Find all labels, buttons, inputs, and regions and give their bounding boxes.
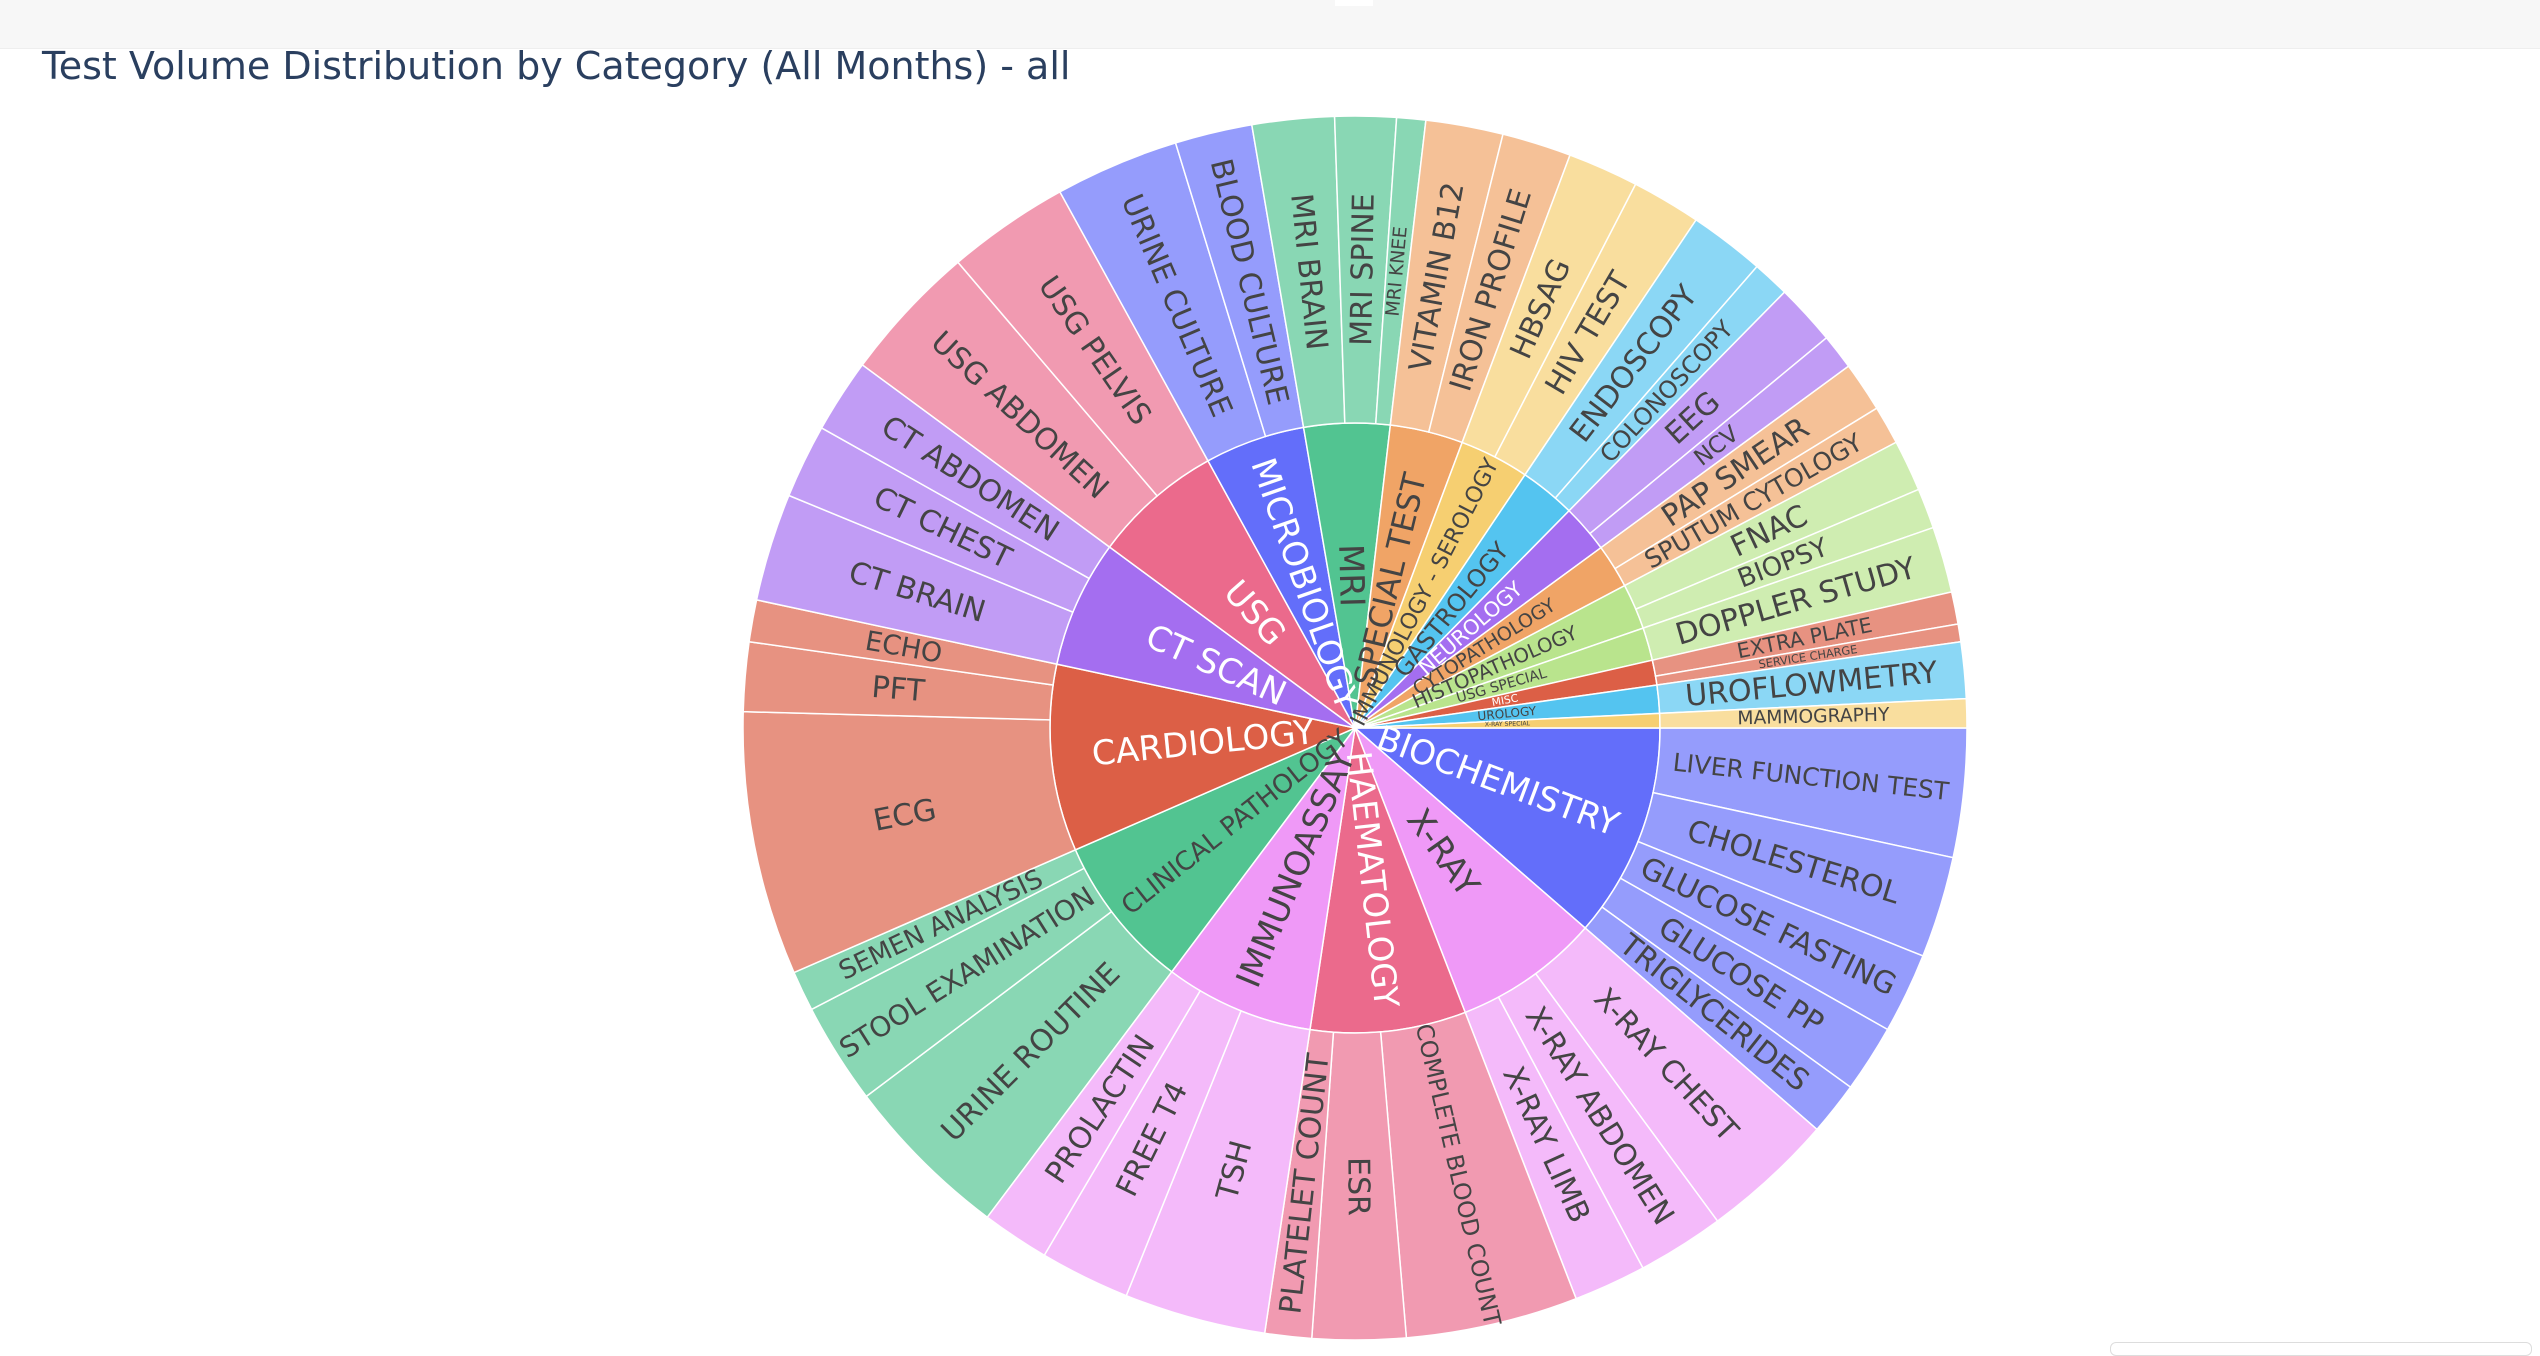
toolbar-handle	[1335, 0, 1373, 6]
test-slice-mammography[interactable]	[1658, 697, 1968, 729]
category-label-mri: MRI	[1330, 544, 1372, 608]
chart-title: Test Volume Distribution by Category (Al…	[42, 44, 1071, 88]
category-label-misc: MISC	[1491, 691, 1520, 709]
test-label-mri-spine: MRI SPINE	[1344, 193, 1382, 346]
test-label-pft: PFT	[870, 670, 927, 709]
test-label-mammography: MAMMOGRAPHY	[1737, 705, 1890, 730]
top-toolbar	[0, 0, 2540, 49]
test-label-esr: ESR	[1340, 1157, 1375, 1216]
category-label-urology: UROLOGY	[1477, 704, 1537, 724]
corner-widget	[2110, 1342, 2532, 1356]
category-label-x-ray-special: X-RAY SPECIAL	[1485, 720, 1531, 728]
